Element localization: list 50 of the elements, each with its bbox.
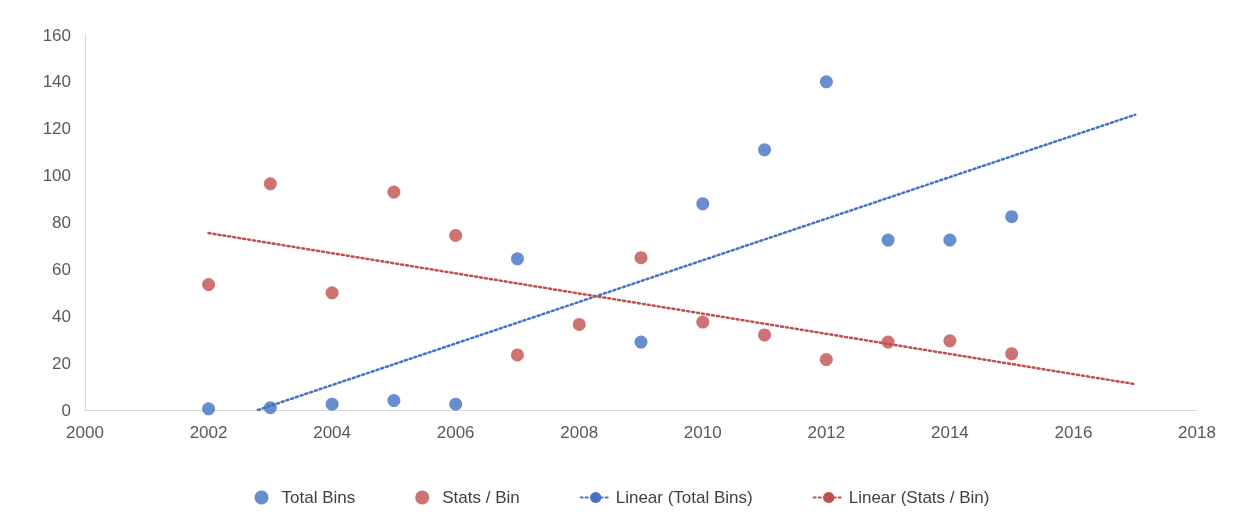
- y-tick-label: 20: [52, 353, 71, 373]
- point: [263, 401, 277, 415]
- y-tick-label: 160: [42, 25, 71, 45]
- point: [510, 252, 524, 266]
- point: [943, 334, 957, 348]
- y-tick-label: 80: [52, 213, 71, 232]
- x-tick-label: 2014: [930, 423, 969, 442]
- point: [758, 328, 772, 342]
- point: [449, 228, 463, 242]
- x-tick-label: 2000: [66, 423, 104, 442]
- point: [881, 335, 895, 349]
- point: [510, 348, 524, 362]
- point: [696, 197, 710, 211]
- x-tick-label: 2012: [807, 423, 846, 442]
- point: [634, 335, 648, 349]
- point: [943, 233, 957, 247]
- y-tick-label: 140: [42, 72, 71, 92]
- point: [572, 317, 586, 331]
- point: [819, 353, 833, 367]
- x-tick-label: 2010: [683, 423, 722, 442]
- point: [696, 315, 710, 329]
- point: [202, 278, 216, 292]
- point: [387, 185, 401, 199]
- point: [881, 233, 895, 247]
- point: [263, 177, 277, 191]
- y-tick-label: 120: [42, 119, 71, 139]
- point: [325, 286, 339, 300]
- point: [449, 397, 463, 411]
- point: [387, 394, 401, 408]
- point: [758, 143, 772, 157]
- y-tick-label: 100: [42, 166, 71, 186]
- x-tick-label: 2008: [560, 423, 599, 442]
- legend-label: Stats / Bin: [442, 488, 520, 507]
- point: [634, 251, 648, 265]
- y-tick-label: 40: [52, 306, 71, 326]
- x-tick-label: 2016: [1054, 423, 1093, 442]
- y-tick-label: 60: [52, 259, 71, 279]
- y-tick-label: 0: [61, 400, 71, 420]
- x-tick-label: 2002: [189, 423, 228, 442]
- point: [1005, 347, 1019, 361]
- point: [819, 75, 833, 89]
- x-tick-label: 2006: [436, 423, 475, 442]
- point: [325, 397, 339, 411]
- legend-label: Linear (Total Bins): [615, 488, 753, 507]
- legend-label: Linear (Stats / Bin): [848, 488, 990, 507]
- legend-label: Total Bins: [281, 488, 356, 507]
- point: [202, 402, 216, 416]
- x-tick-label: 2004: [313, 423, 352, 442]
- x-tick-label: 2018: [1178, 423, 1216, 442]
- point: [1005, 210, 1019, 224]
